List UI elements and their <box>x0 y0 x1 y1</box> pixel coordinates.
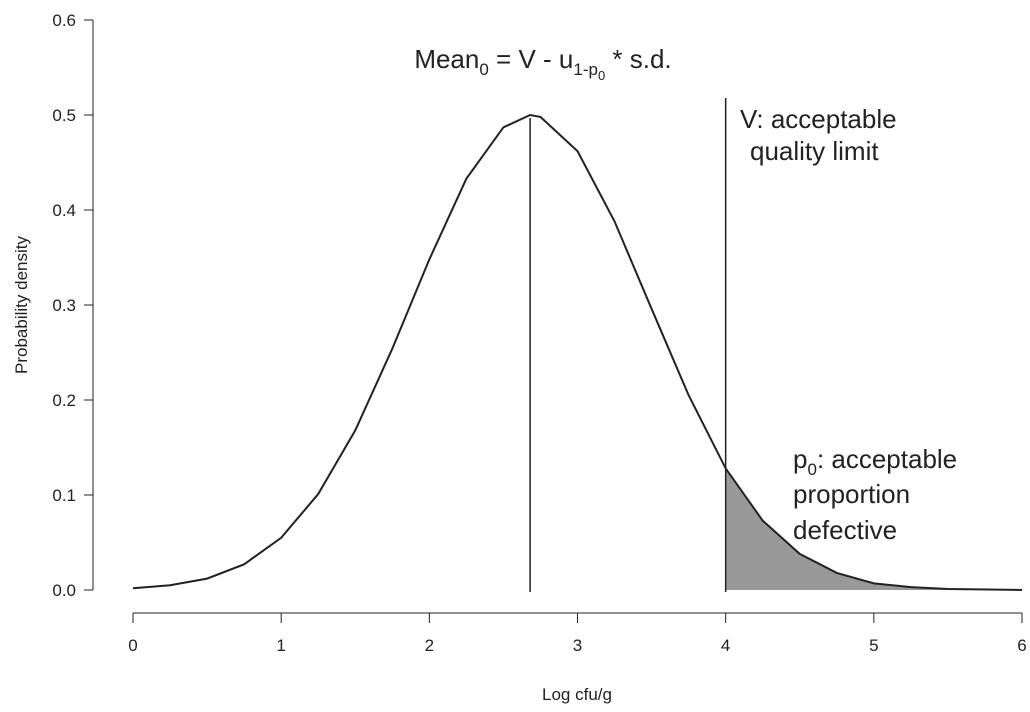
x-tick-label: 0 <box>128 636 137 655</box>
chart-title: Mean0 = V - u1-p0 * s.d. <box>414 44 671 83</box>
annotation: proportion <box>793 479 910 509</box>
annotation-part: p <box>793 444 807 474</box>
x-tick-label: 2 <box>425 636 434 655</box>
y-axis-label: Probability density <box>12 236 31 374</box>
x-tick-label: 5 <box>869 636 878 655</box>
annotation: V: acceptable <box>740 104 897 134</box>
x-tick-label: 6 <box>1017 636 1026 655</box>
y-tick-label: 0.3 <box>52 296 76 315</box>
y-tick-label: 0.0 <box>52 581 76 600</box>
title-part: 0 <box>479 60 488 79</box>
title-part: 1-p <box>573 60 598 79</box>
title-part: Mean <box>414 44 479 74</box>
title-part: 0 <box>598 68 605 83</box>
x-tick-label: 3 <box>573 636 582 655</box>
annotation: quality limit <box>750 136 879 166</box>
y-tick-label: 0.4 <box>52 201 76 220</box>
y-tick-label: 0.1 <box>52 486 76 505</box>
x-tick-label: 1 <box>276 636 285 655</box>
x-axis-label: Log cfu/g <box>542 685 612 704</box>
annotation-part: : acceptable <box>817 444 957 474</box>
annotation: p0: acceptable <box>793 444 957 479</box>
y-tick-label: 0.6 <box>52 11 76 30</box>
shaded-area <box>725 468 1022 590</box>
y-tick-label: 0.5 <box>52 106 76 125</box>
annotation: defective <box>793 515 897 545</box>
annotation-part: 0 <box>807 460 816 479</box>
y-tick-label: 0.2 <box>52 391 76 410</box>
title-part: * s.d. <box>605 44 671 74</box>
title-part: = V - u <box>489 44 574 74</box>
x-tick-label: 4 <box>721 636 730 655</box>
density-line <box>132 113 1023 591</box>
